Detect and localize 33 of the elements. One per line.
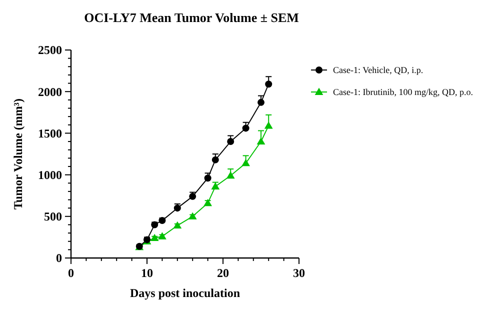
y-tick-label: 500 <box>44 210 62 224</box>
x-axis-title: Days post inoculation <box>130 286 240 300</box>
point <box>174 204 181 212</box>
legend-label: Case-1: Vehicle, QD, i.p. <box>333 65 424 76</box>
point <box>158 217 166 224</box>
point <box>227 138 234 146</box>
y-tick-label: 2000 <box>38 84 62 99</box>
point <box>265 80 272 88</box>
x-tick-label: 20 <box>217 266 229 280</box>
y-axis-title: Tumor Volume (mm³) <box>11 98 25 210</box>
point <box>212 156 219 164</box>
point <box>204 198 212 206</box>
point <box>151 221 158 228</box>
point <box>256 137 266 145</box>
y-tick-label: 1000 <box>38 168 62 182</box>
point <box>189 192 196 200</box>
point <box>211 182 220 190</box>
point <box>242 124 250 132</box>
point <box>264 122 273 129</box>
x-tick-label: 10 <box>141 266 153 280</box>
x-tick-label: 0 <box>68 266 74 280</box>
y-tick-label: 2500 <box>38 43 62 58</box>
legend-label: Case-1: Ibrutinib, 100 mg/kg, QD, p.o. <box>333 87 473 98</box>
point <box>242 158 250 166</box>
point <box>204 174 212 182</box>
y-tick-label: 1500 <box>38 126 62 140</box>
x-tick-label: 30 <box>293 266 305 280</box>
point <box>188 212 197 220</box>
point <box>258 98 264 106</box>
point <box>173 221 182 229</box>
chart-title: OCI-LY7 Mean Tumor Volume ± SEM <box>84 10 299 25</box>
y-tick-label: 0 <box>56 251 62 266</box>
point <box>226 171 235 179</box>
